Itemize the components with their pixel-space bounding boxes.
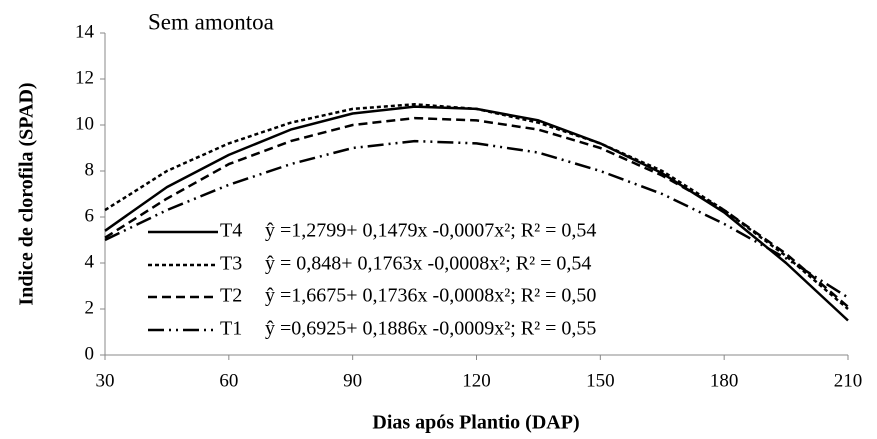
legend-equation: ŷ =1,6675+ 0,1736x -0,0008x²; R² = 0,50 — [265, 285, 596, 307]
x-tick-label: 210 — [834, 370, 863, 391]
legend-label: T3 — [220, 253, 242, 275]
chart-title: Sem amontoa — [148, 9, 274, 34]
x-tick-label: 120 — [462, 370, 491, 391]
y-tick-label: 14 — [75, 21, 95, 42]
y-tick-label: 0 — [85, 343, 95, 364]
y-tick-label: 2 — [85, 297, 95, 318]
y-tick-label: 10 — [75, 113, 94, 134]
y-tick-label: 6 — [85, 205, 95, 226]
x-tick-label: 150 — [586, 370, 615, 391]
y-tick-label: 12 — [75, 67, 94, 88]
y-tick-label: 4 — [85, 251, 95, 272]
x-axis-title: Dias após Plantio (DAP) — [372, 412, 579, 434]
series-line — [104, 103, 849, 310]
series-line — [104, 139, 849, 299]
legend-label: T1 — [220, 318, 242, 340]
series-line — [104, 116, 849, 308]
legend-equation: ŷ = 0,848+ 0,1763x -0,0008x²; R² = 0,54 — [265, 253, 591, 275]
legend-label: T4 — [220, 220, 242, 242]
legend-label: T2 — [220, 285, 242, 307]
legend-equation: ŷ =0,6925+ 0,1886x -0,0009x²; R² = 0,55 — [265, 318, 596, 340]
x-tick-label: 60 — [219, 370, 238, 391]
x-tick-label: 30 — [96, 370, 115, 391]
y-axis-title: Indice de clorofila (SPAD) — [16, 82, 38, 305]
x-tick-label: 90 — [343, 370, 362, 391]
y-tick-label: 8 — [85, 159, 95, 180]
legend-equation: ŷ =1,2799+ 0,1479x -0,0007x²; R² = 0,54 — [265, 220, 596, 242]
x-tick-label: 180 — [710, 370, 739, 391]
